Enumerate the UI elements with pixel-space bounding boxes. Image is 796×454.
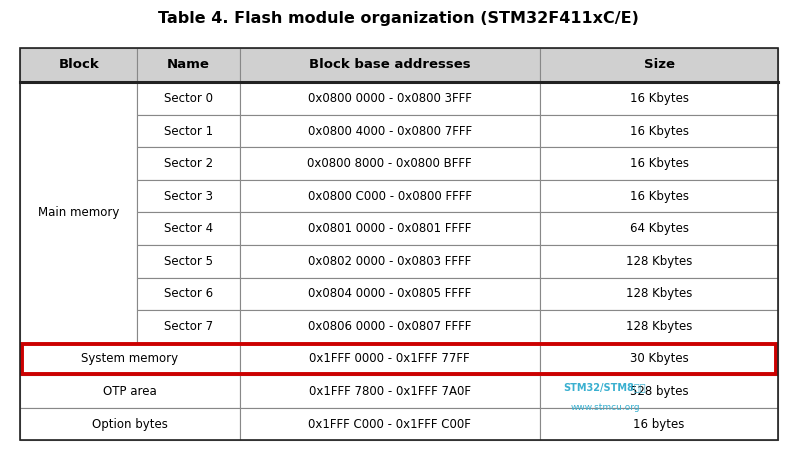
Bar (20, 408, 240, 440)
Text: 0x0800 0000 - 0x0800 3FFF: 0x0800 0000 - 0x0800 3FFF (308, 92, 472, 105)
Text: 0x0802 0000 - 0x0803 FFFF: 0x0802 0000 - 0x0803 FFFF (308, 255, 471, 268)
Bar (240, 82, 540, 115)
Bar (540, 82, 778, 115)
Text: 0x0800 8000 - 0x0800 BFFF: 0x0800 8000 - 0x0800 BFFF (307, 157, 472, 170)
Bar (138, 277, 240, 310)
Bar (138, 180, 240, 212)
Bar (138, 82, 240, 115)
Bar (240, 212, 540, 245)
Bar (240, 245, 540, 277)
Text: 0x0800 4000 - 0x0800 7FFF: 0x0800 4000 - 0x0800 7FFF (307, 124, 472, 138)
Text: Sector 0: Sector 0 (164, 92, 213, 105)
Bar (20, 48, 138, 82)
Bar (240, 408, 540, 440)
Text: Sector 4: Sector 4 (164, 222, 213, 235)
Text: 0x1FFF 0000 - 0x1FFF 77FF: 0x1FFF 0000 - 0x1FFF 77FF (310, 352, 470, 365)
Bar (20, 82, 138, 343)
Bar (540, 343, 778, 375)
Text: Sector 1: Sector 1 (164, 124, 213, 138)
Bar (540, 148, 778, 180)
Bar (240, 115, 540, 148)
Text: Block base addresses: Block base addresses (309, 59, 470, 71)
Text: Sector 3: Sector 3 (164, 190, 213, 202)
Bar (22, 344, 776, 374)
Text: www.stmcu.org: www.stmcu.org (570, 403, 640, 412)
Bar (138, 115, 240, 148)
Text: OTP area: OTP area (103, 385, 157, 398)
Text: 0x0800 C000 - 0x0800 FFFF: 0x0800 C000 - 0x0800 FFFF (308, 190, 472, 202)
Text: 128 Kbytes: 128 Kbytes (626, 255, 693, 268)
Text: 16 Kbytes: 16 Kbytes (630, 190, 689, 202)
Bar (240, 180, 540, 212)
Bar (20, 343, 240, 375)
Text: Option bytes: Option bytes (92, 418, 168, 430)
Text: 0x1FFF C000 - 0x1FFF C00F: 0x1FFF C000 - 0x1FFF C00F (308, 418, 471, 430)
Bar (240, 277, 540, 310)
Bar (540, 212, 778, 245)
Text: Sector 5: Sector 5 (164, 255, 213, 268)
Text: Sector 2: Sector 2 (164, 157, 213, 170)
Bar (240, 343, 540, 375)
Bar (540, 245, 778, 277)
Text: Table 4. Flash module organization (STM32F411xC/E): Table 4. Flash module organization (STM3… (158, 10, 638, 26)
Text: 16 Kbytes: 16 Kbytes (630, 157, 689, 170)
Bar (540, 408, 778, 440)
Text: 0x1FFF 7800 - 0x1FFF 7A0F: 0x1FFF 7800 - 0x1FFF 7A0F (309, 385, 470, 398)
Bar (540, 115, 778, 148)
Bar (540, 48, 778, 82)
Text: System memory: System memory (81, 352, 178, 365)
Text: Sector 6: Sector 6 (164, 287, 213, 301)
Text: Sector 7: Sector 7 (164, 320, 213, 333)
Text: 528 bytes: 528 bytes (630, 385, 689, 398)
Text: 30 Kbytes: 30 Kbytes (630, 352, 689, 365)
Bar (240, 48, 540, 82)
Text: 128 Kbytes: 128 Kbytes (626, 320, 693, 333)
Text: Main memory: Main memory (38, 206, 119, 219)
Bar (20, 375, 240, 408)
Bar (138, 48, 240, 82)
Bar (540, 310, 778, 343)
Bar (540, 277, 778, 310)
Text: 128 Kbytes: 128 Kbytes (626, 287, 693, 301)
Text: Block: Block (58, 59, 99, 71)
Text: Size: Size (643, 59, 674, 71)
Text: STM32/STM8社区: STM32/STM8社区 (564, 382, 646, 392)
Text: 0x0804 0000 - 0x0805 FFFF: 0x0804 0000 - 0x0805 FFFF (308, 287, 471, 301)
Text: 16 Kbytes: 16 Kbytes (630, 92, 689, 105)
Text: 0x0801 0000 - 0x0801 FFFF: 0x0801 0000 - 0x0801 FFFF (308, 222, 471, 235)
Bar (540, 375, 778, 408)
Bar (240, 148, 540, 180)
Bar (20, 48, 778, 440)
Bar (540, 180, 778, 212)
Bar (240, 310, 540, 343)
Text: 16 bytes: 16 bytes (634, 418, 685, 430)
Text: 64 Kbytes: 64 Kbytes (630, 222, 689, 235)
Bar (240, 375, 540, 408)
Bar (138, 245, 240, 277)
Text: 16 Kbytes: 16 Kbytes (630, 124, 689, 138)
Bar (138, 148, 240, 180)
Text: Name: Name (167, 59, 210, 71)
Text: 0x0806 0000 - 0x0807 FFFF: 0x0806 0000 - 0x0807 FFFF (308, 320, 471, 333)
Bar (138, 310, 240, 343)
Bar (138, 212, 240, 245)
